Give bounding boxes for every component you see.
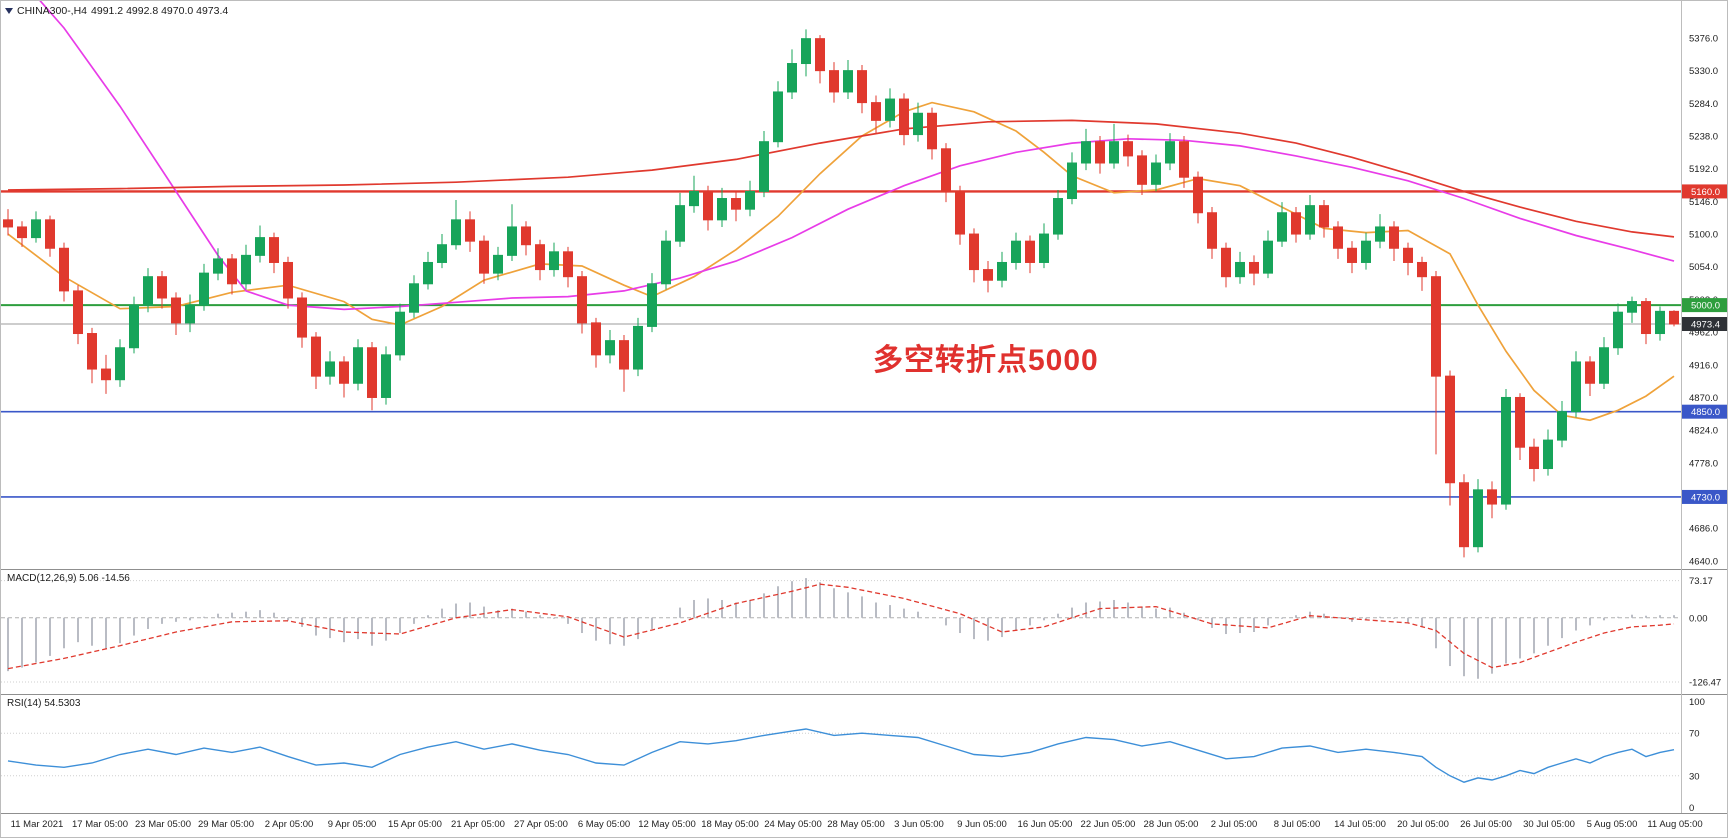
- time-axis-label: 11 Aug 05:00: [1647, 819, 1703, 830]
- rsi-line: [7, 728, 1675, 783]
- time-axis-label: 22 Jun 05:00: [1080, 819, 1136, 830]
- svg-text:5000.0: 5000.0: [1691, 301, 1720, 312]
- time-axis-label: 18 May 05:00: [701, 819, 759, 830]
- rsi-indicator-label: RSI(14) 54.5303: [7, 698, 81, 709]
- time-axis-label: 9 Apr 05:00: [327, 819, 377, 830]
- svg-text:5376.0: 5376.0: [1689, 33, 1718, 44]
- svg-text:5054.0: 5054.0: [1689, 262, 1718, 273]
- svg-text:4686.0: 4686.0: [1689, 524, 1718, 535]
- price-tag-4730.0: 4730.0: [1682, 489, 1727, 504]
- candlestick-series: [3, 29, 1679, 558]
- svg-text:-126.47: -126.47: [1689, 678, 1721, 689]
- symbol-dropdown-icon: [5, 8, 13, 14]
- price-tag-5160.0: 5160.0: [1682, 184, 1727, 199]
- ohlc-values: 4991.2 4992.8 4970.0 4973.4: [91, 5, 229, 17]
- time-axis-label: 30 Jul 05:00: [1523, 819, 1575, 830]
- price-tag-5000.0: 5000.0: [1682, 298, 1727, 313]
- time-axis-label: 27 Apr 05:00: [514, 819, 568, 830]
- time-axis-label: 16 Jun 05:00: [1017, 819, 1073, 830]
- macd-signal-line: [7, 583, 1675, 670]
- svg-text:30: 30: [1689, 771, 1700, 782]
- svg-text:4962.0: 4962.0: [1689, 328, 1718, 339]
- time-axis-label: 5 Aug 05:00: [1586, 819, 1638, 830]
- svg-text:5284.0: 5284.0: [1689, 99, 1718, 110]
- time-axis-label: 23 Mar 05:00: [135, 819, 191, 830]
- chart-text-annotation[interactable]: 多空转折点5000: [873, 344, 1099, 377]
- time-axis-label: 26 Jul 05:00: [1460, 819, 1512, 830]
- svg-text:5146.0: 5146.0: [1689, 197, 1718, 208]
- svg-text:5192.0: 5192.0: [1689, 164, 1718, 175]
- svg-text:4778.0: 4778.0: [1689, 458, 1718, 469]
- svg-text:4850.0: 4850.0: [1691, 407, 1720, 418]
- svg-text:4730.0: 4730.0: [1691, 492, 1720, 503]
- price-tag-4973.4: 4973.4: [1682, 317, 1727, 332]
- time-axis-label: 28 May 05:00: [827, 819, 885, 830]
- svg-text:4640.0: 4640.0: [1689, 556, 1718, 567]
- ma-slow-magenta-line: [39, 1, 1675, 311]
- svg-text:5100.0: 5100.0: [1689, 230, 1718, 241]
- svg-text:0.00: 0.00: [1689, 613, 1708, 624]
- ma-fast-orange-line: [7, 101, 1675, 422]
- time-axis[interactable]: 11 Mar 2021 17 Mar 05:00 23 Mar 05:00 29 Ma…: [1, 815, 1727, 837]
- time-axis-label: 6 May 05:00: [577, 819, 631, 830]
- svg-text:4870.0: 4870.0: [1689, 393, 1718, 404]
- svg-text:4973.4: 4973.4: [1691, 320, 1720, 331]
- chart-title: CHINA300-,H4 4991.2 4992.8 4970.0 4973.4: [17, 5, 232, 17]
- ma-long-red-line: [7, 119, 1675, 238]
- time-axis-label: 3 Jun 05:00: [894, 819, 944, 830]
- price-axis[interactable]: 5376.0 5330.0 5284.0 5238.0 5192.0 5146.0 5100…: [1689, 33, 1721, 814]
- time-axis-label: 2 Jul 05:00: [1210, 819, 1258, 830]
- svg-text:100: 100: [1689, 697, 1705, 708]
- time-axis-label: 14 Jul 05:00: [1334, 819, 1386, 830]
- time-axis-label: 11 Mar 2021: [10, 819, 64, 830]
- time-axis-label: 24 May 05:00: [764, 819, 822, 830]
- time-axis-label: 8 Jul 05:00: [1273, 819, 1321, 830]
- time-axis-label: 21 Apr 05:00: [451, 819, 505, 830]
- time-axis-label: 20 Jul 05:00: [1397, 819, 1449, 830]
- svg-text:4916.0: 4916.0: [1689, 360, 1718, 371]
- time-axis-label: 15 Apr 05:00: [388, 819, 442, 830]
- time-axis-label: 2 Apr 05:00: [264, 819, 314, 830]
- svg-text:5238.0: 5238.0: [1689, 132, 1718, 143]
- svg-text:5160.0: 5160.0: [1691, 187, 1720, 198]
- time-axis-label: 28 Jun 05:00: [1143, 819, 1199, 830]
- time-axis-label: 17 Mar 05:00: [72, 819, 128, 830]
- svg-text:5330.0: 5330.0: [1689, 66, 1718, 77]
- macd-histogram: [7, 578, 1675, 679]
- symbol-period-label: CHINA300-,H4: [17, 5, 88, 17]
- svg-text:70: 70: [1689, 729, 1700, 740]
- time-axis-label: 12 May 05:00: [638, 819, 696, 830]
- svg-text:0: 0: [1689, 803, 1694, 814]
- time-axis-label: 29 Mar 05:00: [198, 819, 254, 830]
- svg-text:4824.0: 4824.0: [1689, 426, 1718, 437]
- price-tag-4850.0: 4850.0: [1682, 404, 1727, 419]
- time-axis-label: 9 Jun 05:00: [957, 819, 1007, 830]
- svg-text:73.17: 73.17: [1689, 576, 1713, 587]
- macd-indicator-label: MACD(12,26,9) 5.06 -14.56: [7, 573, 130, 584]
